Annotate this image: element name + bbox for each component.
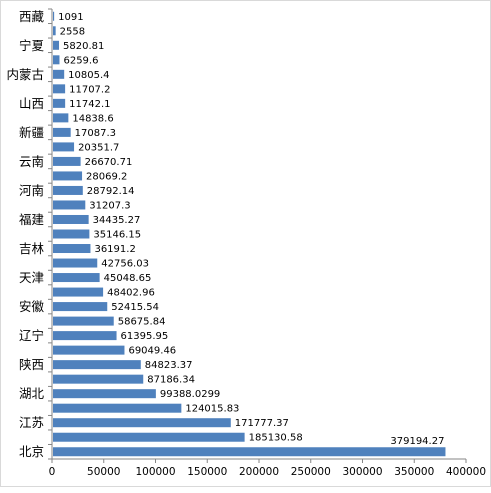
- x-tick-label: 150000: [187, 466, 227, 478]
- value-label: 11742.1: [69, 99, 110, 110]
- category-label: 福建: [19, 212, 45, 227]
- value-label: 48402.96: [107, 288, 155, 299]
- category-label: 宁夏: [19, 38, 45, 53]
- bar: [53, 447, 446, 457]
- category-label: 陕西: [19, 357, 44, 372]
- bar: [53, 258, 98, 268]
- value-label: 379194.27: [390, 436, 444, 447]
- bar: [53, 331, 117, 341]
- value-label: 34435.27: [93, 215, 141, 226]
- value-label: 10805.4: [68, 70, 109, 81]
- category-label: 北京: [19, 444, 44, 459]
- value-label: 28792.14: [87, 186, 135, 197]
- value-label: 36191.2: [94, 244, 135, 255]
- category-label: 内蒙古: [6, 67, 44, 82]
- x-tick-label: 300000: [342, 466, 382, 478]
- value-label: 17087.3: [75, 128, 116, 139]
- value-label: 31207.3: [89, 200, 130, 211]
- value-label: 11707.2: [69, 84, 110, 95]
- bar: [53, 69, 65, 79]
- bar: [53, 360, 141, 370]
- bar: [53, 287, 104, 297]
- category-label: 吉林: [19, 241, 45, 256]
- category-label: 河南: [19, 183, 44, 198]
- bar: [53, 11, 55, 21]
- x-tick-label: 100000: [135, 466, 175, 478]
- bar: [53, 142, 75, 152]
- value-label: 84823.37: [145, 360, 193, 371]
- bar: [53, 432, 245, 442]
- value-label: 61395.95: [121, 331, 169, 342]
- x-tick-label: 400000: [446, 466, 486, 478]
- bar: [53, 98, 66, 108]
- value-label: 2558: [60, 26, 85, 37]
- bar: [53, 40, 60, 50]
- category-label: 云南: [19, 154, 44, 169]
- category-label: 辽宁: [19, 328, 44, 343]
- bar: [53, 156, 81, 166]
- category-label: 新疆: [19, 125, 44, 140]
- category-label: 湖北: [19, 386, 45, 401]
- bar: [53, 302, 108, 312]
- value-label: 171777.37: [235, 418, 289, 429]
- value-label: 1091: [58, 12, 83, 23]
- value-label: 99388.0299: [160, 389, 220, 400]
- value-label: 5820.81: [63, 41, 104, 52]
- bar: [53, 316, 114, 326]
- bar: [53, 185, 83, 195]
- value-label: 42756.03: [101, 259, 149, 270]
- value-label: 87186.34: [147, 375, 195, 386]
- value-label: 185130.58: [249, 433, 303, 444]
- value-label: 52415.54: [111, 302, 159, 313]
- bar: [53, 171, 83, 181]
- value-label: 58675.84: [118, 317, 166, 328]
- bar: [53, 84, 66, 94]
- bar: [53, 113, 69, 123]
- category-label: 天津: [19, 270, 44, 285]
- value-label: 35146.15: [93, 230, 141, 241]
- axes-group: 0 50000 100000 150000 200000 250000 300000 3500…: [48, 8, 486, 478]
- value-label: 20351.7: [78, 142, 119, 153]
- category-label: 西藏: [19, 9, 45, 24]
- x-tick-label: 200000: [239, 466, 279, 478]
- value-label: 14838.6: [72, 113, 113, 124]
- value-label: 26670.71: [85, 157, 133, 168]
- bar: [53, 200, 86, 210]
- bar: [53, 418, 231, 428]
- category-label: 山西: [19, 96, 44, 111]
- bar: [53, 389, 156, 399]
- bar: [53, 229, 90, 239]
- value-labels-group: 1091 2558 5820.81 6259.6 10805.4 11707.2 11742…: [58, 12, 444, 447]
- bar: [53, 55, 60, 65]
- bar: [53, 244, 91, 254]
- bar: [53, 403, 182, 413]
- value-label: 6259.6: [63, 55, 98, 66]
- bar: [53, 345, 125, 355]
- x-tick-label: 350000: [394, 466, 434, 478]
- value-label: 69049.46: [128, 346, 176, 357]
- bar: [53, 273, 100, 283]
- bar: [53, 374, 144, 384]
- value-label: 124015.83: [185, 404, 239, 415]
- x-tick-label: 0: [49, 466, 56, 478]
- bar: [53, 127, 71, 137]
- value-label: 28069.2: [86, 171, 127, 182]
- x-tick-label: 250000: [291, 466, 331, 478]
- x-tick-label: 50000: [87, 466, 120, 478]
- bar: [53, 26, 56, 36]
- category-label: 安徽: [19, 299, 45, 314]
- bar: [53, 214, 89, 224]
- value-label: 45048.65: [104, 273, 152, 284]
- category-label: 江苏: [19, 415, 44, 430]
- bars-group: [53, 11, 446, 457]
